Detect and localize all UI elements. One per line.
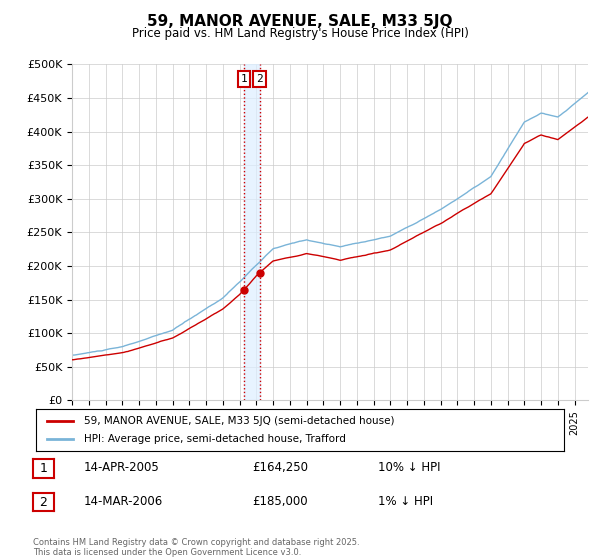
Text: Contains HM Land Registry data © Crown copyright and database right 2025.
This d: Contains HM Land Registry data © Crown c… [33,538,359,557]
Text: 1: 1 [241,74,248,84]
Text: Price paid vs. HM Land Registry's House Price Index (HPI): Price paid vs. HM Land Registry's House … [131,27,469,40]
Text: 59, MANOR AVENUE, SALE, M33 5JQ (semi-detached house): 59, MANOR AVENUE, SALE, M33 5JQ (semi-de… [83,416,394,426]
Text: 1: 1 [40,462,47,475]
Text: 10% ↓ HPI: 10% ↓ HPI [378,461,440,474]
Text: £185,000: £185,000 [252,494,308,508]
Text: HPI: Average price, semi-detached house, Trafford: HPI: Average price, semi-detached house,… [83,434,346,444]
Text: 14-MAR-2006: 14-MAR-2006 [84,494,163,508]
Text: 59, MANOR AVENUE, SALE, M33 5JQ: 59, MANOR AVENUE, SALE, M33 5JQ [147,14,453,29]
Text: 1% ↓ HPI: 1% ↓ HPI [378,494,433,508]
Text: 2: 2 [256,74,263,84]
Text: 14-APR-2005: 14-APR-2005 [84,461,160,474]
Text: 2: 2 [40,496,47,508]
Bar [244,64,260,400]
Text: £164,250: £164,250 [252,461,308,474]
